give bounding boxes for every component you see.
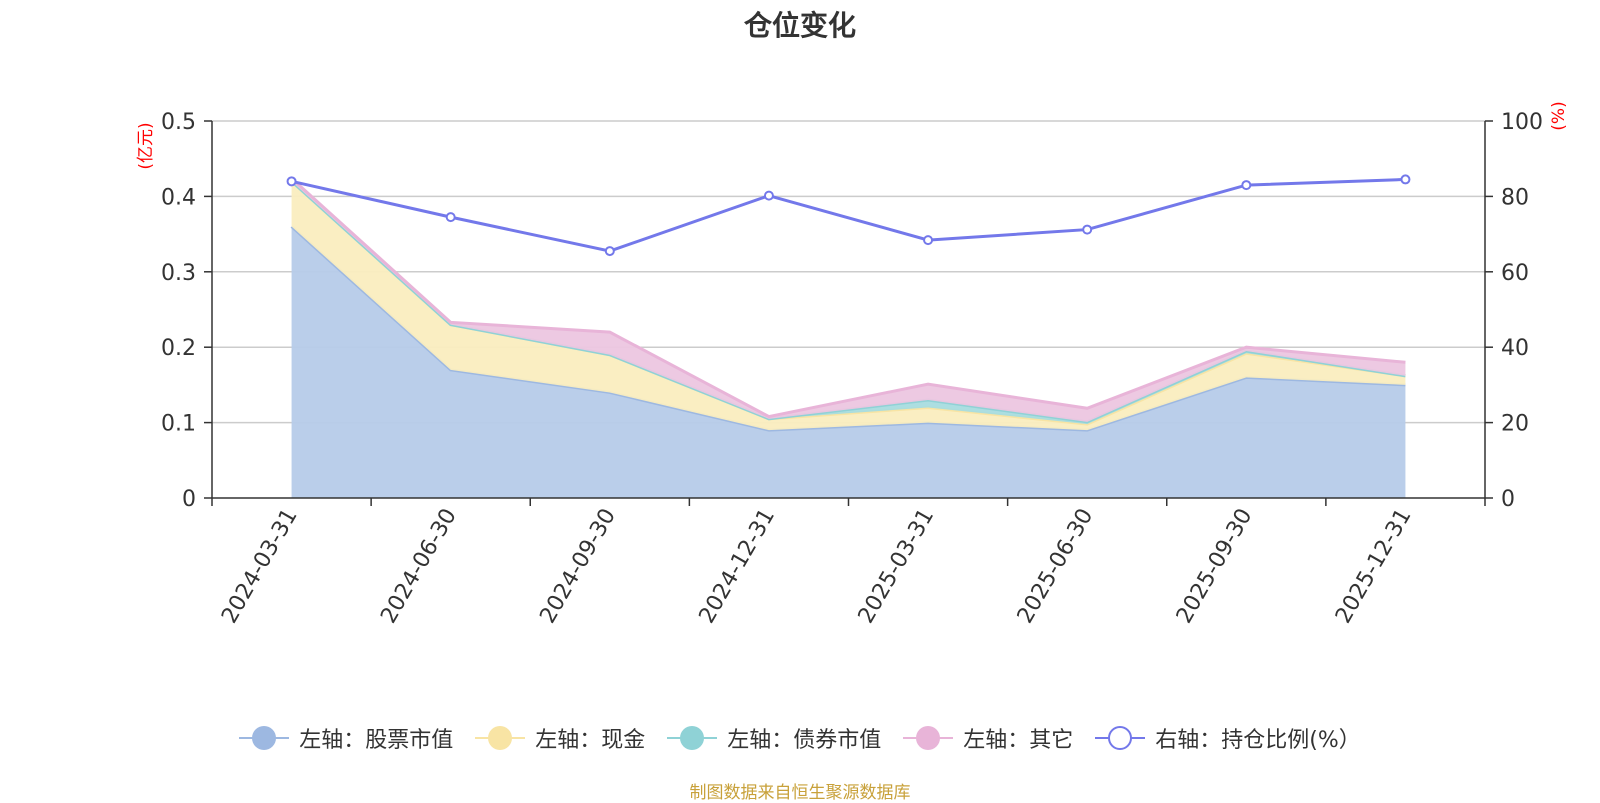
legend-label: 左轴：债券市值 [727,728,882,753]
legend-item[interactable]: 左轴：股票市值 [239,722,453,754]
x-axis-tick-label: 2024-09-30 [535,505,621,628]
x-axis-tick-label: 2024-06-30 [376,505,462,628]
left-axis-tick-label: 0.4 [161,185,196,210]
chart-title: 仓位变化 [743,9,856,42]
ratio-line-path [291,177,1406,253]
right-axis-tick-label: 100 [1501,110,1543,135]
legend-item[interactable]: 左轴：现金 [475,722,645,754]
right-axis-tick-label: 20 [1501,412,1529,437]
ratio-point [1241,180,1252,191]
legend-item[interactable]: 左轴：债券市值 [667,722,881,754]
legend-marker-icon [667,726,718,750]
right-axis-unit: (%) [1549,101,1569,130]
x-axis-tick-label: 2024-03-31 [217,505,303,628]
x-axis-tick-label: 2025-06-30 [1013,505,1099,628]
ratio-point [1400,174,1411,185]
legend-label: 左轴：现金 [535,728,646,753]
left-axis-tick-label: 0 [182,487,196,512]
legend-marker-icon [475,726,526,750]
right-axis-tick-label: 0 [1501,487,1515,512]
area-series-2 [291,181,1406,431]
ratio-line [286,174,1411,257]
legend-label: 右轴：持仓比例(%） [1155,728,1361,753]
left-axis-tick-label: 0.5 [161,110,196,135]
left-axis-tick-label: 0.2 [161,336,196,361]
x-axis-tick-label: 2024-12-31 [695,505,781,628]
legend-marker-icon [239,726,290,750]
x-axis-tick-label: 2025-03-31 [854,505,940,628]
left-axis-unit: (亿元) [136,122,156,169]
area-series-4-line [290,177,1406,419]
area-series-1 [291,226,1406,498]
stacked-areas [290,177,1406,498]
ratio-point [445,212,456,223]
right-axis-tick-label: 60 [1501,261,1529,286]
left-axis-tick-label: 0.3 [161,261,196,286]
chart-plot: 0 0.1 0.2 0.3 0.4 0.5 0 20 40 60 80 100 2024-03-31 20… [136,101,1569,628]
ratio-point [763,190,774,201]
x-axis-tick-label: 2025-12-31 [1331,505,1417,628]
source-note: 制图数据来自恒生聚源数据库 [689,783,911,803]
right-axis-tick-label: 40 [1501,336,1529,361]
legend: 左轴：股票市值 左轴：现金 左轴：债券市值 左轴：其它 右轴：持仓比例(%） [0,718,1600,758]
legend-item[interactable]: 右轴：持仓比例(%） [1095,722,1361,754]
x-axis-tick-label: 2025-09-30 [1172,505,1258,628]
ratio-point [1082,224,1093,235]
ratio-point [923,235,934,246]
legend-marker-icon [903,726,954,750]
left-axis-tick-label: 0.1 [161,412,196,437]
right-axis-tick-label: 80 [1501,185,1529,210]
ratio-point [604,246,615,257]
legend-marker-icon [1095,726,1146,750]
legend-item[interactable]: 左轴：其它 [903,722,1073,754]
ratio-point [286,176,297,187]
legend-label: 左轴：其它 [963,728,1074,753]
legend-label: 左轴：股票市值 [299,728,454,753]
